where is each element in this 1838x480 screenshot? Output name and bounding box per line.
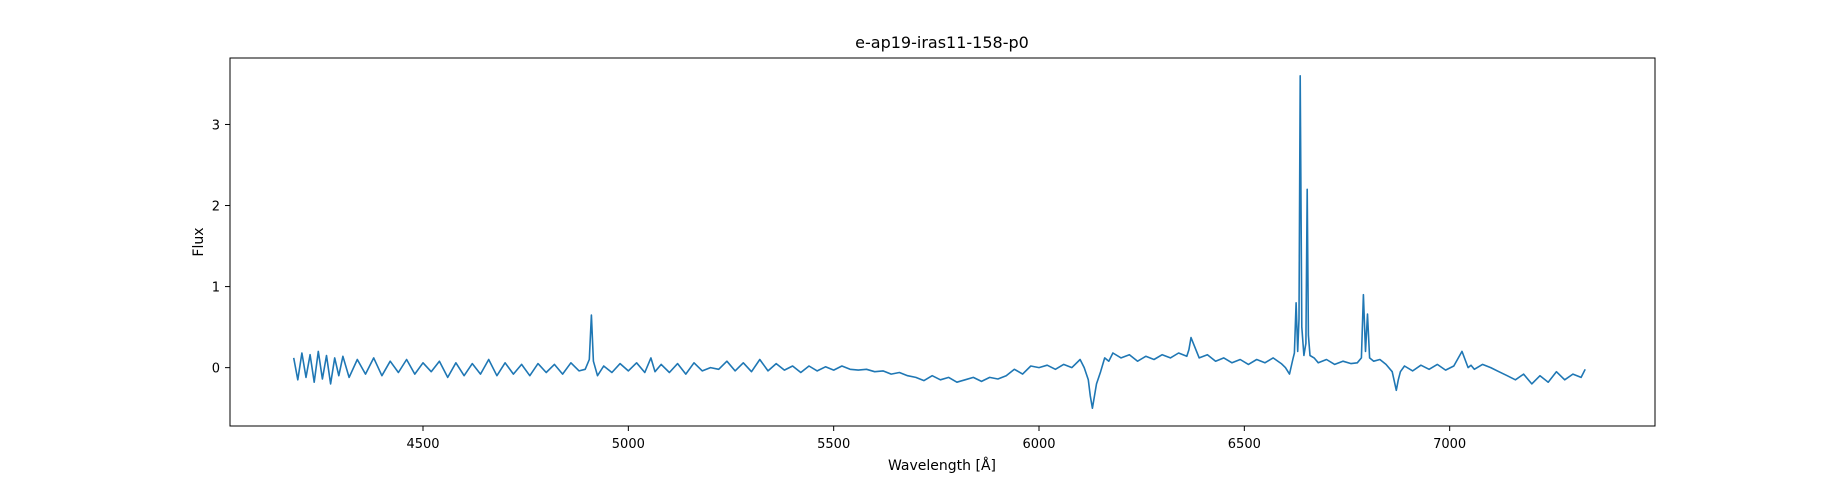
x-axis-label: Wavelength [Å] xyxy=(888,457,996,474)
x-tick-label: 7000 xyxy=(1433,437,1466,452)
y-axis-label: Flux xyxy=(191,227,207,256)
chart-title: e-ap19-iras11-158-p0 xyxy=(855,33,1029,52)
y-tick-label: 3 xyxy=(212,118,220,133)
plot-area xyxy=(292,75,1586,410)
x-tick-label: 4500 xyxy=(406,437,439,452)
x-tick-label: 5000 xyxy=(612,437,645,452)
x-tick-label: 6000 xyxy=(1022,437,1055,452)
axis-ticks: 4500 5000 5500 6000 6500 7000 0 1 2 3 xyxy=(212,118,1466,452)
y-tick-label: 0 xyxy=(212,362,220,377)
y-tick-label: 1 xyxy=(212,281,220,296)
x-tick-label: 6500 xyxy=(1228,437,1261,452)
x-tick-label: 5500 xyxy=(817,437,850,452)
axes-frame xyxy=(229,57,1656,427)
y-tick-label: 2 xyxy=(212,200,220,215)
spectrum-series-line xyxy=(292,75,1586,410)
